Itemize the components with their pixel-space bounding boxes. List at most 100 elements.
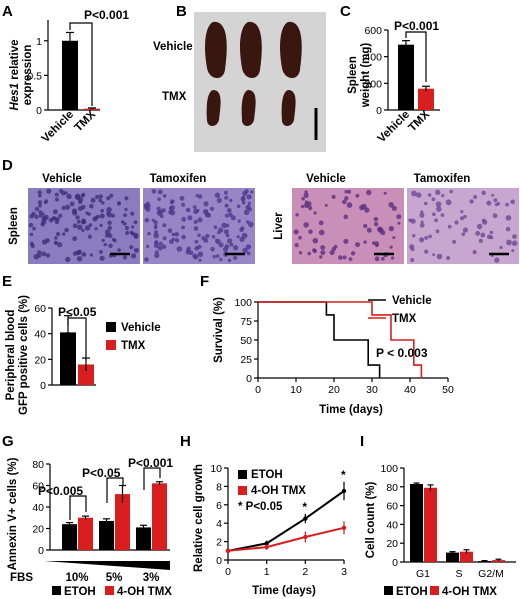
panel-d-nucleus [227, 238, 233, 244]
panel-h-legend-swatch-etoh [238, 470, 247, 479]
panel-d-nucleus [511, 240, 518, 246]
panel-d-nucleus [72, 251, 78, 256]
panel-d-nucleus [77, 199, 83, 205]
panel-d-nucleus [329, 250, 335, 256]
panel-h-legend-label-4-oh-tmx: 4-OH TMX [251, 485, 306, 497]
panel-g-significance-bracket [106, 477, 124, 503]
panel-h-x-tick-label: 0 [225, 566, 231, 578]
panel-i-ylabel: Cell count (%) [365, 482, 377, 559]
panel-h-y-tick-label: 2 [216, 537, 222, 549]
panel-d-nucleus [38, 203, 42, 208]
panel-d-nucleus [40, 222, 45, 227]
panel-d-nucleus [306, 201, 312, 207]
panel-d-nucleus [473, 195, 478, 199]
panel-d-nucleus [174, 232, 179, 237]
panel-d-nucleus [355, 193, 360, 198]
panel-d-nucleus [363, 240, 367, 244]
panel-d-nucleus [94, 227, 98, 231]
panel-g-bar-5%-4-oh-tmx [115, 494, 130, 550]
panel-d-nucleus [124, 225, 130, 231]
panel-h-legend-swatch-4-oh-tmx [238, 486, 247, 495]
panel-i-y-tick-label: 0 [392, 557, 398, 569]
panel-d-nucleus [236, 204, 241, 208]
panel-d-nucleus [347, 189, 352, 194]
panel-d-nucleus [29, 213, 34, 219]
panel-e-chart: Peripheral blood GFP positive cells (%) … [5, 295, 161, 415]
panel-c-y-tick-label: 200 [364, 78, 382, 90]
panel-d-nucleus [72, 210, 78, 216]
panel-c-category-label: TMX [406, 108, 432, 134]
panel-d-nucleus [303, 222, 309, 228]
panel-d-nucleus [223, 229, 229, 235]
panel-d-nucleus [111, 237, 116, 242]
panel-d-nucleus [478, 238, 483, 243]
panel-f-x-tick-label: 40 [404, 384, 416, 396]
panel-d-nucleus [167, 228, 173, 233]
panel-d-nucleus [389, 245, 393, 249]
panel-d-nucleus [240, 196, 246, 202]
panel-h-y-tick-label: 0 [216, 555, 222, 567]
panel-f-y-tick-label: 0 [246, 373, 252, 385]
panel-d-nucleus [55, 197, 59, 202]
panel-d-nucleus [496, 202, 501, 206]
panel-f-legend-label-tmx: TMX [392, 313, 417, 325]
panel-d-nucleus [445, 199, 452, 206]
panel-d-nucleus [489, 230, 494, 235]
panel-f-y-tick-label: 100 [234, 297, 252, 309]
panel-d-nucleus [85, 211, 89, 215]
panel-d-nucleus [411, 190, 417, 197]
panel-d-nucleus [181, 202, 186, 207]
panel-d-nucleus [193, 226, 199, 231]
panel-d-nucleus [77, 206, 83, 212]
panel-b-spleen-vehicle [280, 21, 302, 79]
panel-d-nucleus [242, 247, 248, 254]
panel-d-nucleus [390, 256, 395, 260]
panel-d-nucleus [197, 251, 204, 258]
panel-e-legend-label-tmx: TMX [121, 340, 146, 352]
panel-d-nucleus [153, 242, 160, 249]
panel-d-nucleus [192, 253, 198, 259]
panel-d-nucleus [129, 230, 134, 235]
panel-g-p-value-10: P<0.005 [38, 484, 83, 498]
panel-d-nucleus [146, 244, 150, 248]
panel-d-nucleus [176, 246, 183, 252]
panel-d-nucleus [61, 205, 66, 211]
panel-d-nucleus [170, 199, 175, 204]
panel-d-nucleus [64, 227, 69, 233]
panel-d-nucleus [489, 235, 494, 240]
panel-d-nucleus [193, 219, 198, 224]
panel-d-nucleus [318, 220, 324, 226]
panel-h-point [264, 544, 269, 550]
panel-d-nucleus [380, 230, 386, 236]
panel-d-nucleus [174, 238, 180, 243]
panel-d-nucleus [343, 238, 349, 244]
panel-c-p-value: P<0.001 [394, 19, 439, 33]
panel-d-nucleus [64, 191, 68, 195]
panel-d-nucleus [134, 235, 138, 239]
panel-d-nucleus [80, 193, 85, 198]
panel-d-micrograph-liver-vehicle [292, 188, 404, 264]
panel-d-nucleus [89, 253, 93, 257]
panel-e-ylabel: Peripheral blood [5, 310, 17, 401]
panel-h-point [303, 516, 308, 521]
panel-d-nucleus [412, 234, 416, 238]
panel-d-nucleus [303, 192, 309, 198]
panel-d-nucleus [107, 225, 113, 231]
bottom-legend-label-g-etoh: ETOH [64, 586, 96, 598]
panel-d-nucleus [117, 201, 121, 206]
micro-title-liver-vehicle: Vehicle [306, 173, 346, 185]
panel-d-nucleus [125, 230, 130, 235]
panel-d-nucleus [505, 226, 511, 232]
panel-d-nucleus [130, 211, 135, 216]
panel-d-nucleus [151, 189, 157, 194]
panel-d-nucleus [212, 255, 216, 259]
panel-d-nucleus [81, 252, 87, 257]
panel-e-p-value: P<0.05 [58, 305, 97, 319]
panel-d-nucleus [293, 229, 299, 235]
panel-g-category-label: 3% [143, 572, 160, 584]
panel-h-point [303, 534, 308, 540]
panel-i-y-tick-label: 20 [386, 538, 398, 550]
panel-d-nucleus [224, 190, 228, 195]
